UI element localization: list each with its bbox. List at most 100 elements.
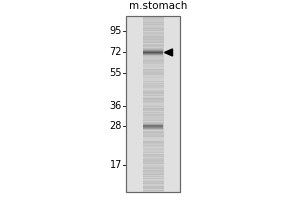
Bar (142, 133, 164, 135)
Bar (142, 49, 164, 50)
Bar (142, 52, 164, 54)
Bar (142, 178, 164, 180)
Bar (142, 82, 164, 84)
Bar (143, 122, 163, 130)
Bar (142, 140, 164, 142)
Bar (142, 95, 164, 96)
Bar (142, 47, 164, 49)
Bar (142, 45, 164, 47)
Bar (142, 100, 164, 101)
Bar (142, 110, 164, 111)
Bar (142, 38, 164, 39)
Bar (142, 75, 164, 77)
Bar (142, 180, 164, 181)
Bar (142, 94, 164, 95)
Bar (142, 24, 164, 26)
Text: m.stomach: m.stomach (129, 1, 187, 11)
Bar (142, 84, 164, 86)
Bar (142, 111, 164, 112)
Bar (142, 147, 164, 148)
Bar (142, 184, 164, 186)
Bar (142, 148, 164, 149)
Bar (142, 121, 164, 122)
Bar (142, 114, 164, 115)
Bar (142, 18, 164, 20)
Bar (142, 162, 164, 164)
Bar (142, 119, 164, 121)
Bar (142, 191, 164, 192)
Bar (142, 16, 164, 192)
Bar (142, 177, 164, 178)
Bar (142, 184, 164, 185)
Bar (142, 96, 164, 98)
Bar (142, 127, 164, 129)
Bar (142, 128, 164, 130)
Bar (142, 123, 164, 124)
Bar (142, 64, 164, 65)
Bar (142, 157, 164, 159)
Bar (142, 96, 164, 97)
Bar (142, 103, 164, 104)
Bar (142, 25, 164, 27)
Bar (142, 38, 164, 40)
Bar (142, 72, 164, 73)
Bar (142, 39, 164, 41)
Bar (142, 181, 164, 182)
Bar (142, 51, 164, 52)
Bar (142, 30, 164, 32)
Bar (142, 82, 164, 83)
Bar (142, 108, 164, 109)
Bar (142, 111, 164, 113)
Bar (143, 125, 163, 128)
Bar (126, 16, 180, 192)
Bar (142, 60, 164, 62)
Bar (142, 135, 164, 137)
Bar (142, 43, 164, 44)
Bar (142, 116, 164, 117)
Bar (142, 31, 164, 33)
Bar (142, 153, 164, 154)
Bar (142, 139, 164, 140)
Bar (142, 26, 164, 27)
Bar (142, 83, 164, 85)
Bar (142, 48, 164, 49)
Bar (142, 37, 164, 38)
Bar (142, 34, 164, 35)
Bar (142, 177, 164, 179)
Bar (142, 172, 164, 174)
Bar (142, 146, 164, 147)
Bar (142, 125, 164, 126)
Bar (142, 33, 164, 34)
Bar (142, 143, 164, 144)
Bar (142, 57, 164, 58)
Bar (142, 169, 164, 170)
Bar (142, 89, 164, 90)
Bar (142, 59, 164, 60)
Bar (142, 20, 164, 21)
Bar (142, 63, 164, 64)
Bar (143, 51, 163, 54)
Bar (142, 54, 164, 56)
Bar (142, 66, 164, 67)
Bar (142, 61, 164, 63)
Bar (142, 120, 164, 122)
Bar (142, 156, 164, 158)
Bar (142, 81, 164, 82)
Bar (142, 176, 164, 177)
Text: 95: 95 (110, 26, 122, 36)
Bar (142, 17, 164, 19)
Bar (142, 168, 164, 169)
Bar (142, 102, 164, 103)
Bar (142, 188, 164, 189)
Bar (142, 126, 164, 128)
Bar (142, 68, 164, 70)
Bar (142, 55, 164, 56)
Text: 28: 28 (110, 121, 122, 131)
Bar (142, 106, 164, 108)
Bar (142, 113, 164, 115)
Bar (142, 109, 164, 110)
Bar (142, 137, 164, 138)
Bar (142, 159, 164, 160)
Bar (142, 23, 164, 24)
Bar (142, 141, 164, 143)
